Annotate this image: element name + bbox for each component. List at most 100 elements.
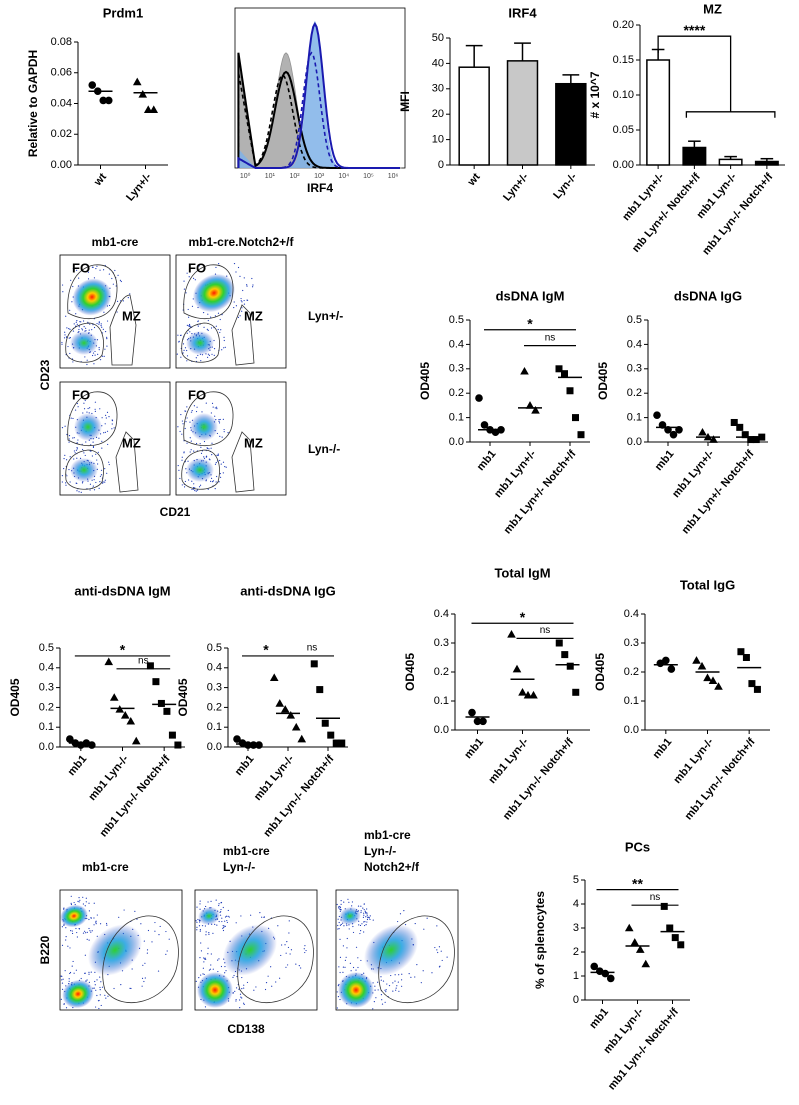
flow-event (99, 408, 101, 410)
flow-event (90, 917, 92, 919)
flow-event (68, 978, 70, 980)
flow-event (77, 439, 79, 441)
flow-event (279, 977, 281, 979)
flow-event (222, 927, 224, 929)
flow-event (81, 328, 83, 330)
data-point (748, 680, 756, 688)
flow-event (246, 285, 248, 287)
flow-event (359, 932, 361, 935)
chart-title: Total IgM (494, 565, 550, 580)
y-tick-label: 40 (432, 57, 444, 69)
flow-event (396, 985, 398, 987)
flow-gate (67, 391, 118, 447)
flow-event (64, 970, 66, 972)
flow-event (93, 326, 96, 329)
flow-event (101, 326, 103, 328)
flow-density (198, 906, 220, 926)
flow-event (106, 411, 109, 413)
flow-event (250, 914, 252, 916)
flow-event (180, 413, 182, 416)
data-point (66, 735, 74, 743)
y-tick-label: 0.2 (627, 387, 642, 399)
flow-event (208, 448, 210, 450)
flow-event (96, 459, 98, 461)
flow-event (94, 980, 96, 983)
flow-event (65, 484, 67, 486)
flow-event (338, 921, 340, 924)
flow-event (336, 903, 338, 906)
flow-event (89, 407, 91, 409)
flow-event (76, 490, 78, 492)
x-tick-label: 10⁶ (388, 173, 399, 180)
flow-event (222, 472, 224, 474)
flow-event (190, 411, 193, 413)
flow-event (73, 901, 75, 904)
flow-event (233, 306, 235, 309)
data-point (572, 414, 579, 422)
flow-event (218, 420, 220, 422)
panel-title: Notch2+/f (364, 860, 420, 874)
flow-event (246, 284, 248, 286)
flow-event (186, 349, 188, 352)
flow-event (372, 919, 374, 921)
flow-density (339, 906, 361, 926)
bar (754, 160, 779, 166)
flow-event (63, 337, 66, 339)
data-point (291, 722, 301, 731)
y-tick-label: 0.06 (51, 67, 72, 79)
flow-gate (237, 915, 314, 1004)
flow-event (82, 903, 84, 905)
flow-event (69, 456, 71, 458)
data-point (753, 685, 761, 693)
flow-event (92, 445, 95, 447)
flow-event (85, 901, 87, 903)
flow-event (190, 440, 192, 442)
flow-event (129, 293, 131, 295)
data-point (555, 365, 563, 373)
flow-event (385, 991, 387, 993)
flow-event (120, 280, 122, 283)
flow-event (363, 924, 366, 927)
flow-event (89, 323, 91, 325)
x-tick-label: Lyn+/- (124, 171, 154, 204)
flow-event (397, 981, 399, 983)
flow-event (214, 415, 216, 417)
significance-label: ns (540, 625, 551, 636)
flow-event (122, 300, 124, 302)
flow-event (246, 981, 249, 984)
flow-event (182, 352, 184, 354)
flow-event (240, 297, 242, 300)
gate-label: FO (72, 260, 90, 275)
flow-event (86, 359, 88, 361)
data-point (163, 707, 171, 715)
data-point (275, 699, 285, 707)
flow-event (224, 916, 227, 918)
flow-event (277, 925, 279, 927)
flow-event (186, 442, 188, 444)
flow-event (224, 972, 226, 974)
flow-event (300, 967, 302, 969)
flow-event (62, 978, 64, 980)
flow-event (239, 275, 241, 277)
flow-event (92, 324, 94, 326)
flow-event (357, 905, 360, 907)
flow-event (360, 959, 362, 962)
flow-gate (65, 449, 104, 490)
flow-event (85, 441, 87, 443)
flow-event (380, 979, 382, 981)
flow-event (179, 334, 182, 337)
y-tick-label: 0.0 (207, 741, 222, 753)
data-point (677, 941, 685, 949)
data-point (269, 673, 279, 681)
flow-event (199, 930, 201, 932)
flow-event (218, 920, 220, 923)
flow-event (235, 1000, 237, 1002)
flow-event (68, 980, 70, 982)
flow-event (181, 484, 183, 486)
flow-event (166, 950, 168, 952)
flow-event (65, 315, 67, 317)
flow-event (181, 420, 183, 422)
flow-event (65, 927, 67, 929)
flow-event (214, 315, 217, 317)
flow-event (99, 269, 101, 271)
